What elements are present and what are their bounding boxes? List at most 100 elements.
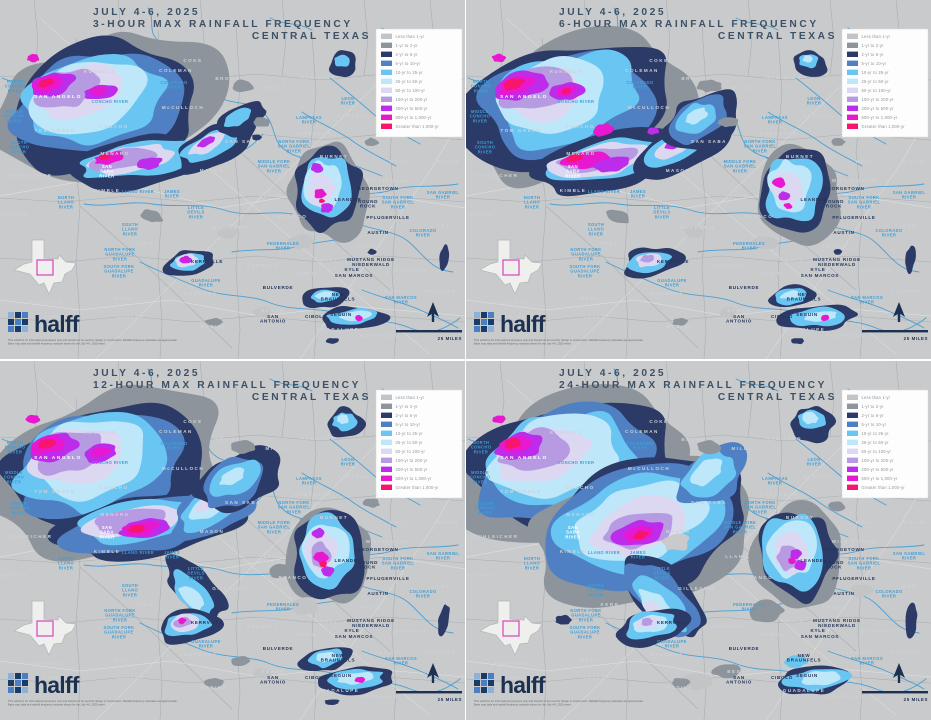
county-label: BROWN [681,76,706,81]
map-canvas-12hr: COKE RUNNELS COLEMAN BROWN HAMILTON MILLS McCU… [0,361,465,720]
rainfall-contour [314,291,333,300]
legend-entry: 200-yr to 500-yr [847,466,894,472]
river-label: GUADALUPE RIVER [657,278,687,288]
halff-logo-icon [15,680,21,686]
river-label: SOUTH LLANO RIVER [122,222,139,236]
halff-logo-icon [488,680,494,686]
rainfall-contour [367,248,377,255]
rainfall-contour [640,254,654,263]
county-label: MILAM [903,159,926,164]
county-label: HAYS [786,619,804,624]
county-label: CALDWELL [836,650,874,655]
legend-label: 500-yr to 1,000-yr [396,476,432,481]
rainfall-contour [127,524,146,533]
legend-swatch [847,430,858,436]
panel-title-line1: JULY 4-6, 2025 [559,7,666,18]
city-label: PFLUGERVILLE [366,576,409,581]
city-label: GEORGETOWN [357,186,398,191]
legend-entry: 1-yr to 2-yr [381,403,418,409]
legend-entry: 10-yr to 25-yr [381,69,424,75]
river-label: SOUTH CONCHO RIVER [475,501,496,515]
legend-swatch [381,439,392,445]
river-label: MIDDLE FORK SAN GABRIEL RIVER [724,159,757,173]
city-label: LEANDER [800,197,827,202]
panel-title-line1: JULY 4-6, 2025 [93,368,200,379]
county-label: GUADALUPE [783,327,826,332]
legend-swatch [847,394,858,400]
legend-label: 50-yr to 100-yr [396,88,426,93]
county-label: KIMBLE [94,188,121,193]
river-label: LLANO RIVER [588,550,620,555]
legend-entry: 100-yr to 200-yr [847,457,894,463]
rainfall-contour [492,415,506,424]
rainfall-contour [319,198,326,203]
north-arrow-icon [893,663,905,678]
county-label: COLEMAN [625,68,659,73]
panel-title-line3: CENTRAL TEXAS [718,31,837,42]
county-label: COKE [649,419,668,424]
rainfall-contour [804,311,837,322]
city-label: SAN ANGELO [500,455,548,461]
legend-label: 5-yr to 10-yr [396,61,421,66]
county-label: BROWN [215,437,240,442]
county-label: RUNNELS [84,69,117,74]
county-label: GONZALES [360,333,398,338]
county-label: BASTROP [395,268,428,273]
river-label: GUADALUPE RIVER [191,278,221,288]
halff-logo-icon [15,673,21,679]
city-label: ROUND ROCK [358,560,378,570]
rainfall-contour [362,498,380,508]
legend-swatch [847,403,858,409]
rainfall-contour [136,157,163,170]
rainfall-contour [672,678,691,689]
legend-swatch [847,448,858,454]
river-label: MIDDLE CONCHO RIVER [470,109,491,123]
county-label: BURNET [320,154,348,159]
legend-label: Less than 1-yr [862,395,891,400]
rainfall-contour [180,257,188,261]
legend-entry: 5-yr to 10-yr [847,421,886,427]
river-label: COLORADO RIVER [626,441,653,451]
halff-logo-icon [8,319,14,325]
legend-swatch [381,394,392,400]
county-label: SUTTON [0,573,28,578]
legend-entry: 5-yr to 10-yr [381,421,420,427]
rainfall-contour [337,414,349,425]
county-label: McCULLOCH [628,466,670,471]
rainfall-contour [252,306,272,318]
city-label: NIEDERWALD [352,262,390,267]
rainfall-contour [827,501,846,512]
scale-bar [396,691,462,694]
county-label: HAMILTON [766,75,802,80]
county-label: KERR [134,241,153,246]
city-label: CIBOLO [305,314,327,319]
halff-logo-text: halff [34,311,80,337]
study-area-box [502,620,520,637]
north-arrow-icon [427,302,439,317]
county-label: LLANO [259,554,282,559]
city-label: ROUND ROCK [358,199,378,209]
map-canvas-3hr: COKE RUNNELS COLEMAN BROWN HAMILTON MILLS McCU… [0,0,465,359]
texas-inset [13,600,77,656]
panel-title-line3: CENTRAL TEXAS [718,392,837,403]
river-label: SOUTH LLANO RIVER [122,583,139,597]
county-label: KENDALL [713,263,745,268]
county-label: GILLESPIE [678,225,716,230]
halff-logo-icon [488,319,494,325]
county-label: LLANO [725,193,748,198]
legend-swatch [847,484,858,490]
county-label: SAN SABA [225,139,261,144]
rainfall-contour [802,411,819,425]
halff-logo-icon [22,680,28,686]
legend-entry: 100-yr to 200-yr [381,96,428,102]
county-label: FAYETTE [892,289,923,294]
legend-entry: 100-yr to 200-yr [847,96,894,102]
county-label: COMAL [295,271,319,276]
county-label: BASTROP [861,268,894,273]
county-label: CALDWELL [370,289,408,294]
legend-label: 10-yr to 25-yr [396,70,424,75]
city-label: MUSTANG RIDGE [347,618,395,623]
county-label: FAYETTE [426,650,457,655]
